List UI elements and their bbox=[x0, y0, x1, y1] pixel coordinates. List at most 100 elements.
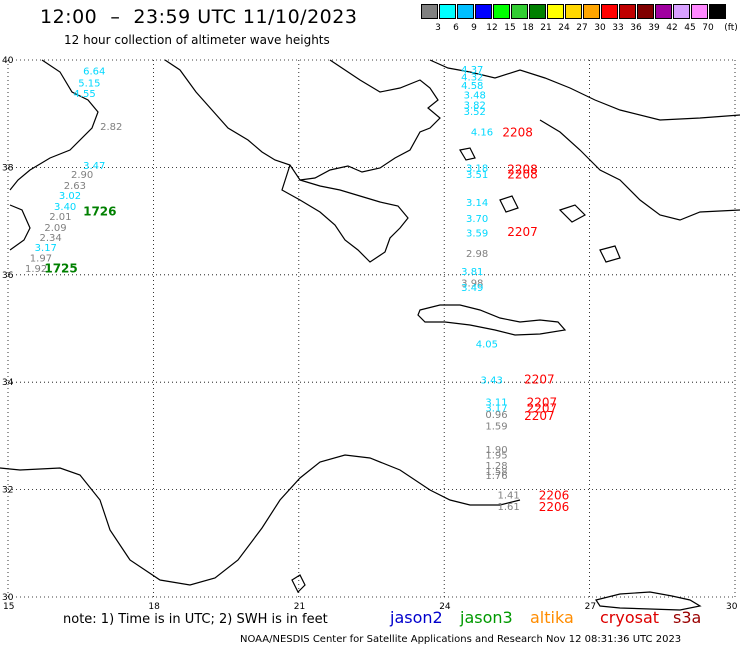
wave-height-value: 3.11 bbox=[485, 397, 507, 408]
wave-height-value: 1.97 bbox=[30, 253, 52, 264]
latitude-label: 36 bbox=[2, 271, 14, 281]
legend-swatch bbox=[601, 4, 618, 19]
legend-swatch bbox=[583, 4, 600, 19]
longitude-label: 21 bbox=[294, 602, 305, 612]
longitude-label: 30 bbox=[726, 602, 738, 612]
longitude-label: 27 bbox=[585, 602, 596, 612]
wave-height-value: 2.01 bbox=[49, 212, 71, 223]
wave-height-value: 2.63 bbox=[64, 181, 86, 192]
wave-height-value: 1.76 bbox=[485, 471, 507, 482]
wave-height-value: 1.95 bbox=[485, 450, 507, 461]
legend-swatch bbox=[493, 4, 510, 19]
wave-height-value: 3.17 bbox=[485, 404, 507, 415]
wave-height-value: 1.61 bbox=[498, 502, 520, 513]
longitude-label: 15 bbox=[3, 602, 14, 612]
latitude-label: 34 bbox=[2, 378, 14, 388]
legend-label: 21 bbox=[540, 23, 552, 33]
legend-label: 36 bbox=[630, 23, 642, 33]
wave-height-value: 6.64 bbox=[83, 66, 105, 77]
wave-height-value: 2.82 bbox=[100, 122, 122, 133]
legend-swatch bbox=[475, 4, 492, 19]
wave-height-value: 3.48 bbox=[464, 91, 486, 102]
units-note: note: 1) Time is in UTC; 2) SWH is in fe… bbox=[63, 612, 328, 627]
wave-height-value: 3.18 bbox=[466, 164, 488, 175]
observation-time-label: 2206 bbox=[539, 488, 570, 502]
legend-unit: (ft) bbox=[724, 23, 738, 33]
observation-time-label: 1725 bbox=[44, 262, 77, 276]
latitude-label: 32 bbox=[2, 486, 13, 496]
legend-label: 3 bbox=[435, 23, 441, 33]
wave-height-value: 1.28 bbox=[485, 461, 507, 472]
legend-label: 9 bbox=[471, 23, 477, 33]
wave-height-value: 4.55 bbox=[73, 89, 95, 100]
coastlines bbox=[0, 59, 740, 611]
legend-swatch bbox=[655, 4, 672, 19]
observation-times: 1726172522082208220822072207220722072207… bbox=[44, 125, 569, 514]
legend-label: 6 bbox=[453, 23, 459, 33]
wave-height-value: 4.37 bbox=[461, 65, 483, 76]
legend-swatch bbox=[565, 4, 582, 19]
wave-height-value: 2.09 bbox=[44, 223, 66, 234]
observation-time-label: 1726 bbox=[83, 205, 116, 219]
legend-swatch bbox=[529, 4, 546, 19]
legend-label: 70 bbox=[702, 23, 714, 33]
wave-height-value: 4.16 bbox=[471, 128, 493, 139]
legend-label: 27 bbox=[576, 23, 588, 33]
wave-height-value: 3.59 bbox=[466, 229, 488, 240]
legend-swatch bbox=[619, 4, 636, 19]
wave-height-value: 3.70 bbox=[466, 214, 488, 225]
wave-height-value: 3.47 bbox=[83, 161, 105, 172]
wave-height-value: 2.34 bbox=[40, 233, 62, 244]
observation-time-label: 2207 bbox=[507, 225, 538, 239]
legend-label: 45 bbox=[684, 23, 696, 33]
legend-swatch bbox=[421, 4, 438, 19]
legend-label: 15 bbox=[504, 23, 516, 33]
wave-height-value: 4.05 bbox=[476, 339, 498, 350]
wave-height-value: 3.17 bbox=[35, 243, 57, 254]
map-subtitle: 12 hour collection of altimeter wave hei… bbox=[64, 33, 330, 47]
observation-time-label: 2208 bbox=[502, 125, 533, 139]
legend-label: 24 bbox=[558, 23, 570, 33]
satellite-s3a: s3a bbox=[673, 608, 702, 627]
wave-height-value: 3.40 bbox=[54, 202, 76, 213]
observation-time-label: 2207 bbox=[524, 372, 555, 386]
latitude-label: 38 bbox=[2, 163, 14, 173]
legend-label: 12 bbox=[486, 23, 498, 33]
wave-height-value: 3.14 bbox=[466, 198, 488, 209]
observation-time-label: 2207 bbox=[527, 395, 558, 409]
observation-time-label: 2207 bbox=[524, 409, 555, 423]
legend-swatch bbox=[547, 4, 564, 19]
wave-height-value: 5.15 bbox=[78, 78, 100, 89]
legend-swatch bbox=[637, 4, 654, 19]
wave-height-value: 1.41 bbox=[498, 491, 520, 502]
wave-height-value: 4.32 bbox=[461, 72, 483, 83]
observation-time-label: 2208 bbox=[507, 168, 538, 182]
observation-time-label: 2207 bbox=[527, 401, 558, 415]
wave-height-value: 1.90 bbox=[485, 445, 507, 456]
wave-height-value: 0.96 bbox=[485, 410, 507, 421]
satellite-altika: altika bbox=[530, 608, 574, 627]
wave-height-value: 3.49 bbox=[461, 283, 483, 294]
satellite-jason3: jason3 bbox=[460, 608, 513, 627]
wave-height-value: 1.92 bbox=[25, 264, 47, 275]
legend-swatch bbox=[511, 4, 528, 19]
graticule bbox=[7, 59, 736, 598]
wave-height-value: 3.81 bbox=[461, 267, 483, 278]
legend-label: 33 bbox=[612, 23, 624, 33]
satellite-jason2: jason2 bbox=[390, 608, 443, 627]
latitude-label: 30 bbox=[2, 593, 14, 603]
map-title: 12:00 – 23:59 UTC 11/10/2023 bbox=[40, 6, 358, 28]
wave-height-value: 3.51 bbox=[466, 170, 488, 181]
legend-label: 30 bbox=[594, 23, 606, 33]
satellite-cryosat: cryosat bbox=[600, 608, 660, 627]
longitude-label: 18 bbox=[148, 602, 160, 612]
wave-height-value: 3.52 bbox=[464, 107, 486, 118]
observation-time-label: 2206 bbox=[539, 500, 570, 514]
wave-height-values: 6.645.154.55 2.82 3.472.902.633.023.402.01… bbox=[25, 65, 520, 513]
wave-height-value: 4.58 bbox=[461, 81, 483, 92]
wave-height-value: 2.90 bbox=[71, 170, 93, 181]
legend-swatch bbox=[709, 4, 726, 19]
legend-swatch bbox=[691, 4, 708, 19]
observation-time-label: 2208 bbox=[507, 162, 538, 176]
